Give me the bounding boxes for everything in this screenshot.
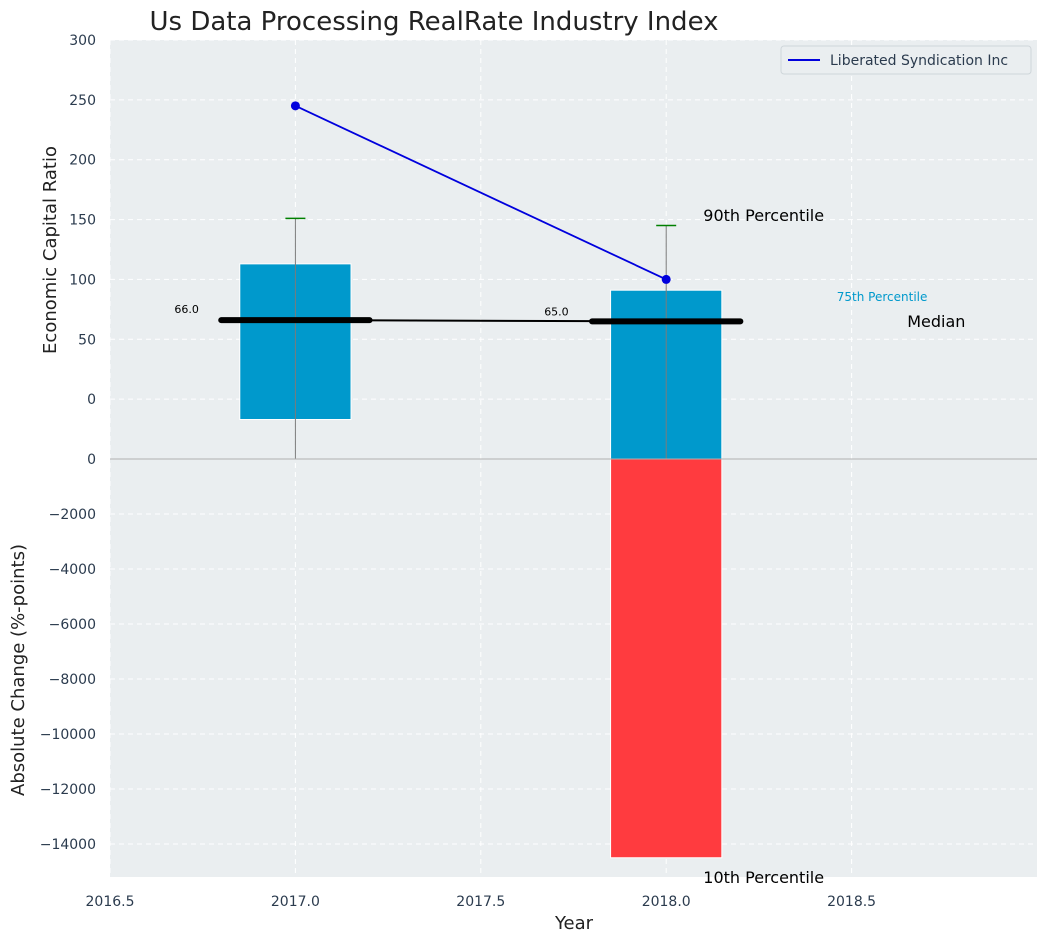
- top-y-tick-label: 300: [69, 33, 96, 49]
- p90-annotation: 90th Percentile: [703, 206, 824, 225]
- x-tick-label: 2017.0: [271, 894, 320, 910]
- top-y-tick-label: 0: [87, 452, 96, 468]
- y-axis-label-bottom: Absolute Change (%-points): [8, 544, 29, 796]
- top-y-tick-label: 0: [87, 392, 96, 408]
- median-label: 66.0: [174, 303, 199, 316]
- top-y-tick-label: 50: [78, 332, 96, 348]
- bottom-y-tick-label: −10000: [40, 727, 96, 743]
- series-line: [295, 105, 667, 281]
- p10-annotation: 10th Percentile: [703, 868, 824, 887]
- x-tick-label: 2018.5: [827, 894, 876, 910]
- median-annotation: Median: [907, 312, 965, 331]
- bottom-y-tick-label: −12000: [40, 782, 96, 798]
- y-axis-label-top: Economic Capital Ratio: [40, 146, 61, 354]
- x-tick-label: 2017.5: [456, 894, 505, 910]
- median-label: 65.0: [544, 305, 569, 318]
- bottom-y-tick-label: −2000: [49, 507, 96, 523]
- top-y-tick-label: 100: [69, 272, 96, 288]
- bottom-y-tick-label: −4000: [49, 562, 96, 578]
- top-y-tick-label: 150: [69, 213, 96, 229]
- bottom-y-tick-label: −14000: [40, 837, 96, 853]
- x-tick-label: 2018.0: [642, 894, 691, 910]
- series-point: [290, 101, 300, 111]
- legend-label: Liberated Syndication Inc: [830, 53, 1008, 69]
- top-y-tick-label: 200: [69, 153, 96, 169]
- chart-title: Us Data Processing RealRate Industry Ind…: [149, 7, 718, 37]
- x-axis-label: Year: [554, 913, 594, 934]
- legend-box: [780, 45, 1032, 75]
- negative-change-bar: [610, 458, 723, 859]
- bottom-plot-background: [110, 459, 1037, 877]
- x-tick-label: 2016.5: [86, 894, 135, 910]
- bottom-y-tick-label: −8000: [49, 672, 96, 688]
- p75-annotation: 75th Percentile: [837, 290, 928, 304]
- series-point: [661, 274, 671, 284]
- top-y-tick-label: 250: [69, 93, 96, 109]
- bottom-y-tick-label: −6000: [49, 617, 96, 633]
